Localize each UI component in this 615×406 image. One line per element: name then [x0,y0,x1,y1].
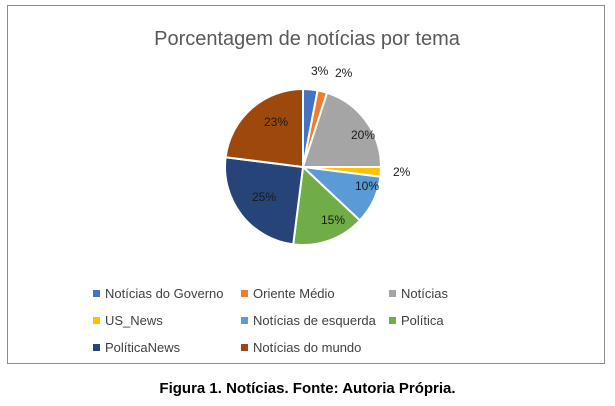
legend-item: Notícias do Governo [93,286,241,301]
pie-slice-8 [224,87,304,169]
legend-label: Notícias do Governo [105,286,224,301]
legend-item: Notícias [389,286,539,301]
slice-data-label-7: 25% [252,190,276,204]
pie-slice-6 [292,164,362,246]
legend-label: Notícias de esquerda [253,313,376,328]
legend-swatch [389,290,396,297]
legend-row: PolíticaNews Notícias do mundo [93,334,573,361]
legend-label: Notícias [401,286,448,301]
chart-title: Porcentagem de notícias por tema [154,28,460,50]
legend-swatch [93,290,100,297]
legend-swatch [93,344,100,351]
slice-data-label-6: 15% [321,213,345,227]
legend-item: Oriente Médio [241,286,389,301]
slice-data-label-5: 10% [355,179,379,193]
slice-data-label-4: 2% [393,165,411,179]
pie-chart: 3% 2% 20% 2% 10% 15% 25% 23% [224,64,411,246]
legend-item: Notícias do mundo [241,340,389,355]
legend-label: PolíticaNews [105,340,181,355]
legend-swatch [241,344,248,351]
legend-row: US_News Notícias de esquerda Política [93,307,573,334]
legend-label: US_News [105,313,163,328]
slice-data-label-1: 3% [311,64,329,78]
pie-slice-3 [301,91,383,168]
chart-area: Porcentagem de notícias por tema 3% 2% 20%… [7,5,605,364]
legend-swatch [241,290,248,297]
legend-swatch [389,317,396,324]
slice-data-label-3: 20% [351,128,375,142]
legend-label: Oriente Médio [253,286,335,301]
legend-swatch [241,317,248,324]
chart-legend: Notícias do Governo Oriente Médio Notícias… [93,280,573,361]
legend-swatch [93,317,100,324]
legend-item: Notícias de esquerda [241,313,389,328]
slice-data-label-2: 2% [335,66,353,80]
legend-row: Notícias do Governo Oriente Médio Notícias [93,280,573,307]
legend-label: Notícias do mundo [253,340,362,355]
slice-data-label-8: 23% [264,115,288,129]
legend-label: Política [401,313,444,328]
legend-item: Política [389,313,539,328]
legend-item: PolíticaNews [93,340,241,355]
figure-caption: Figura 1. Notícias. Fonte: Autoria Própr… [159,380,456,397]
pie-slice-7 [224,156,305,246]
legend-item: US_News [93,313,241,328]
